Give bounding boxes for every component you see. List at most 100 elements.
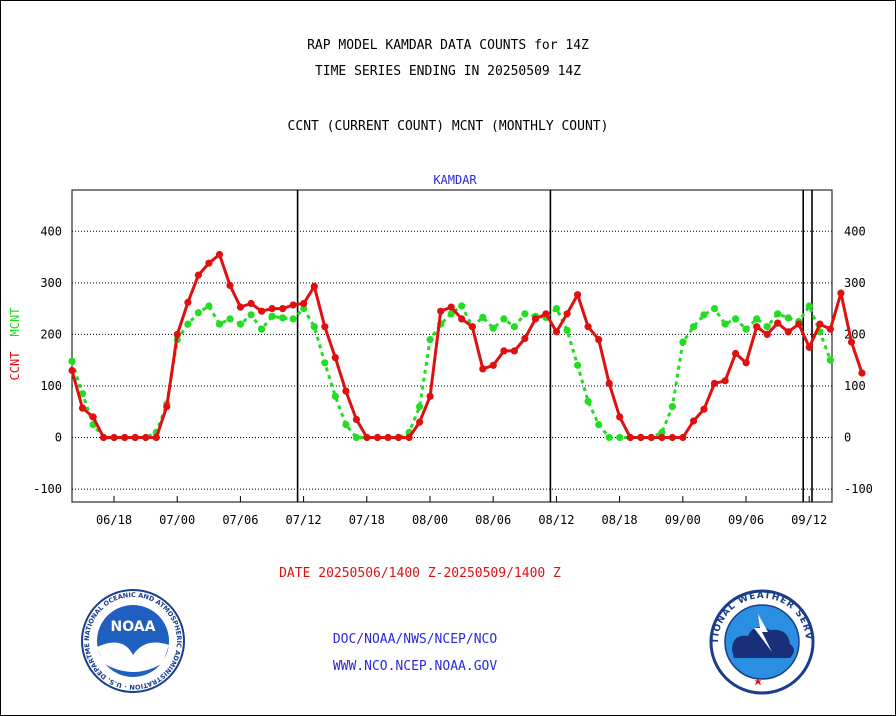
data-point-mcnt bbox=[458, 302, 466, 310]
data-point-ccnt bbox=[394, 433, 403, 442]
y-tick-label-left: 0 bbox=[55, 431, 62, 445]
data-point-ccnt bbox=[721, 377, 729, 385]
nws-ring-text: NATIONAL WEATHER SERVICE bbox=[0, 0, 812, 644]
data-point-ccnt bbox=[373, 433, 382, 442]
data-point-mcnt bbox=[784, 314, 792, 322]
y-tick-label-right: 100 bbox=[844, 379, 866, 393]
nws-cloud-icon bbox=[732, 627, 794, 658]
data-point-mcnt bbox=[563, 326, 571, 334]
y-tick-label-left: 100 bbox=[40, 379, 62, 393]
chart-subtitle: CCNT (CURRENT COUNT) MCNT (MONTHLY COUNT… bbox=[287, 119, 609, 134]
y-tick-label-left: 400 bbox=[40, 224, 62, 238]
data-point-ccnt bbox=[352, 415, 360, 424]
data-point-ccnt bbox=[279, 305, 287, 313]
data-point-mcnt bbox=[68, 357, 76, 365]
data-point-ccnt bbox=[489, 361, 497, 369]
data-point-mcnt bbox=[574, 361, 582, 369]
data-point-ccnt bbox=[774, 319, 782, 327]
data-point-mcnt bbox=[247, 311, 255, 319]
data-point-mcnt bbox=[342, 421, 350, 429]
data-point-mcnt bbox=[236, 320, 245, 328]
y-tick-label-left: -100 bbox=[33, 482, 62, 496]
data-point-mcnt bbox=[447, 310, 455, 318]
data-point-mcnt bbox=[184, 320, 192, 328]
data-point-mcnt bbox=[331, 392, 339, 400]
data-point-ccnt bbox=[500, 347, 508, 355]
data-point-mcnt bbox=[500, 315, 508, 323]
data-point-ccnt bbox=[194, 271, 202, 279]
y-tick-label-right: 300 bbox=[844, 276, 866, 290]
nws-star-icon bbox=[754, 677, 762, 686]
data-point-mcnt bbox=[310, 323, 318, 331]
data-point-ccnt bbox=[837, 289, 845, 297]
data-point-mcnt bbox=[268, 312, 276, 320]
data-point-ccnt bbox=[847, 338, 856, 346]
data-point-mcnt bbox=[416, 403, 424, 411]
x-tick-label: 08/06 bbox=[475, 513, 511, 527]
data-point-mcnt bbox=[595, 421, 603, 429]
data-point-mcnt bbox=[763, 323, 771, 331]
data-point-mcnt bbox=[426, 336, 434, 344]
data-point-ccnt bbox=[805, 343, 813, 351]
data-point-ccnt bbox=[784, 328, 792, 336]
data-point-ccnt bbox=[310, 282, 318, 290]
data-point-mcnt bbox=[826, 356, 835, 364]
data-point-mcnt bbox=[616, 433, 624, 442]
data-point-mcnt bbox=[258, 325, 266, 333]
data-point-mcnt bbox=[321, 359, 329, 367]
data-point-ccnt bbox=[173, 330, 181, 338]
noaa-ring-text: NATIONAL OCEANIC AND ATMOSPHERIC ADMINIS… bbox=[0, 0, 183, 691]
data-point-mcnt bbox=[658, 428, 666, 436]
y-tick-label-right: 0 bbox=[844, 431, 851, 445]
data-point-ccnt bbox=[163, 403, 171, 411]
data-point-mcnt bbox=[552, 305, 561, 313]
data-point-ccnt bbox=[658, 433, 666, 442]
website-link[interactable]: WWW.NCO.NCEP.NOAA.GOV bbox=[332, 659, 498, 674]
data-point-ccnt bbox=[152, 433, 160, 442]
data-point-ccnt bbox=[763, 330, 771, 338]
data-point-mcnt bbox=[489, 324, 497, 332]
data-point-ccnt bbox=[574, 291, 582, 299]
data-point-ccnt bbox=[447, 303, 455, 311]
data-point-mcnt bbox=[194, 309, 202, 317]
data-point-ccnt bbox=[363, 433, 371, 442]
y-axis-label-mcnt: MCNT bbox=[8, 308, 22, 337]
data-point-ccnt bbox=[247, 299, 255, 308]
data-point-ccnt bbox=[668, 433, 677, 442]
y-tick-label-right: -100 bbox=[844, 482, 873, 496]
data-point-ccnt bbox=[416, 418, 424, 426]
data-point-ccnt bbox=[616, 413, 624, 421]
data-point-ccnt bbox=[121, 433, 129, 442]
data-point-mcnt bbox=[510, 323, 518, 331]
data-point-mcnt bbox=[215, 320, 224, 328]
data-point-ccnt bbox=[858, 369, 866, 377]
data-point-ccnt bbox=[531, 315, 540, 323]
data-point-ccnt bbox=[342, 387, 350, 395]
x-tick-label: 06/18 bbox=[96, 513, 132, 527]
data-point-ccnt bbox=[605, 379, 613, 387]
data-point-ccnt bbox=[100, 433, 108, 442]
x-tick-label: 08/00 bbox=[412, 513, 448, 527]
data-point-mcnt bbox=[352, 433, 360, 442]
data-point-mcnt bbox=[479, 313, 487, 321]
data-point-ccnt bbox=[479, 365, 487, 373]
data-point-mcnt bbox=[279, 314, 287, 322]
x-tick-label: 07/18 bbox=[349, 513, 385, 527]
data-point-ccnt bbox=[405, 433, 413, 442]
data-point-ccnt bbox=[321, 323, 329, 331]
agency-label: DOC/NOAA/NWS/NCEP/NCO bbox=[332, 632, 498, 647]
data-point-ccnt bbox=[384, 433, 392, 442]
x-tick-label: 07/12 bbox=[286, 513, 322, 527]
data-point-ccnt bbox=[458, 315, 466, 323]
data-point-mcnt bbox=[689, 323, 698, 331]
x-tick-label: 09/00 bbox=[665, 513, 701, 527]
chart-title-line2: TIME SERIES ENDING IN 20250509 14Z bbox=[314, 64, 582, 79]
data-point-mcnt bbox=[721, 320, 729, 328]
data-point-ccnt bbox=[300, 299, 308, 308]
data-point-ccnt bbox=[542, 310, 550, 318]
data-point-mcnt bbox=[679, 338, 687, 346]
data-point-ccnt bbox=[142, 433, 150, 442]
x-tick-label: 07/06 bbox=[222, 513, 258, 527]
date-range-label: DATE 20250506/1400 Z-20250509/1400 Z bbox=[279, 566, 561, 581]
